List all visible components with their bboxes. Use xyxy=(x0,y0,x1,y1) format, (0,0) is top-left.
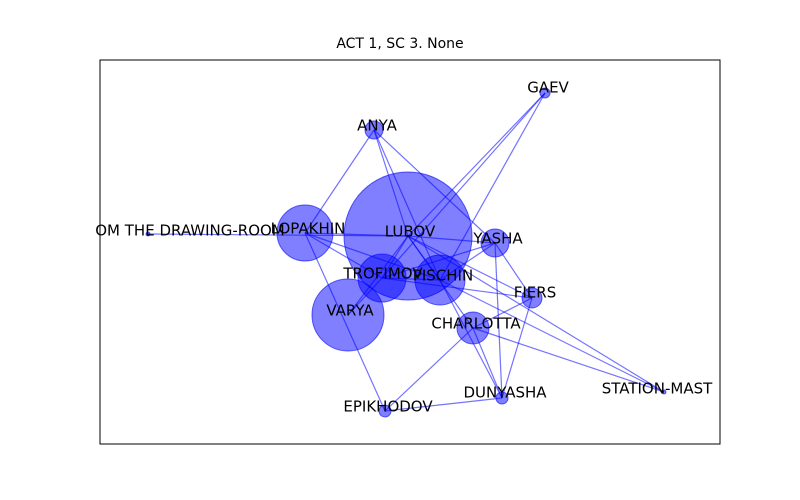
node-varya xyxy=(311,278,385,352)
node-epikhodov xyxy=(378,404,392,418)
node-yasha xyxy=(480,228,510,258)
node-gaev xyxy=(539,87,551,99)
node-layer xyxy=(145,87,667,418)
node-label-dunyasha: DUNYASHA xyxy=(463,384,547,402)
node-lopakhin xyxy=(276,204,334,262)
node-trofimov xyxy=(357,253,407,303)
node-label-station_master: STATION-MAST xyxy=(602,380,713,398)
node-label-lubov: LUBOV xyxy=(385,223,436,241)
edge-charlotta-epikhodov xyxy=(384,327,474,412)
node-from_drawing_room xyxy=(145,231,151,237)
node-label-anya: ANYA xyxy=(357,117,397,135)
node-label-varya: VARYA xyxy=(326,302,374,320)
node-dunyasha xyxy=(495,391,509,405)
node-charlotta xyxy=(456,311,490,345)
edge-charlotta-station_master xyxy=(472,327,665,393)
node-label-from_drawing_room: OM THE DRAWING-ROOM xyxy=(95,222,285,240)
edge-fiers-dunyasha xyxy=(501,297,533,399)
node-fiers xyxy=(521,287,543,309)
node-label-fiers: FIERS xyxy=(514,284,556,302)
edge-epikhodov-dunyasha xyxy=(384,397,503,412)
diagram-title: ACT 1, SC 3. None xyxy=(336,36,464,52)
node-label-pischin: PISCHIN xyxy=(413,267,473,285)
edge-yasha-dunyasha xyxy=(494,242,503,399)
node-pischin xyxy=(414,254,466,306)
node-label-gaev: GAEV xyxy=(527,79,569,97)
plot-frame xyxy=(99,59,721,445)
node-label-yasha: YASHA xyxy=(472,230,523,248)
node-label-trofimov: TROFIMOV xyxy=(342,265,423,283)
node-label-epikhodov: EPIKHODOV xyxy=(343,398,433,416)
node-station_master xyxy=(661,389,667,395)
edge-pischin-station_master xyxy=(439,279,665,393)
node-label-lopakhin: LOPAKHIN xyxy=(271,220,346,238)
node-label-charlotta: CHARLOTTA xyxy=(431,315,521,333)
node-anya xyxy=(364,120,384,140)
